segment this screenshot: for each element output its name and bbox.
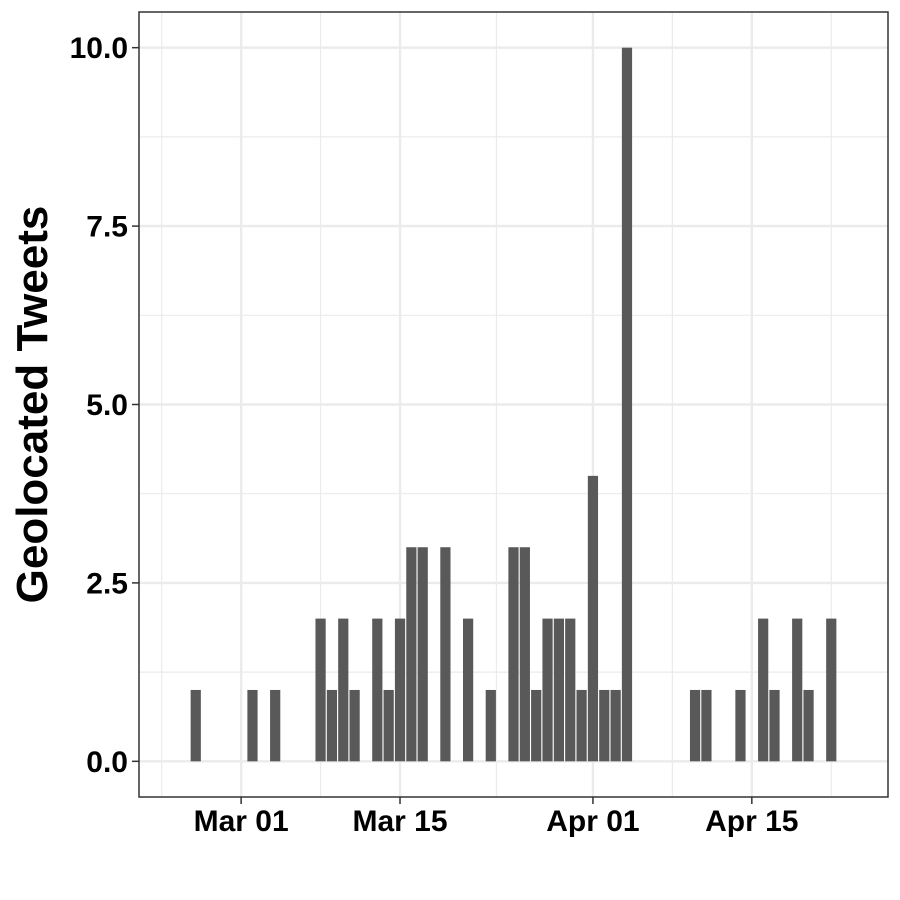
y-axis: 0.0 2.5 5.0 7.5 10.0 [70, 32, 139, 779]
y-axis-title: Geolocated Tweets [8, 206, 57, 604]
bar [315, 618, 326, 762]
bar [440, 547, 451, 762]
bar [610, 689, 621, 762]
bar [462, 618, 474, 762]
bar [758, 618, 769, 762]
x-tick-label: Mar 15 [352, 805, 447, 838]
bar [826, 618, 837, 762]
y-tick-label: 5.0 [86, 389, 128, 422]
bar [689, 689, 701, 762]
bar [485, 689, 496, 762]
bar [599, 689, 610, 762]
bar [247, 689, 258, 762]
y-tick-label: 7.5 [86, 211, 128, 244]
bar [383, 689, 394, 762]
x-tick-label: Apr 15 [705, 805, 798, 838]
bar [519, 547, 530, 762]
bar [701, 689, 712, 762]
bar [394, 618, 406, 762]
bar [508, 547, 519, 762]
x-axis: Mar 01 Mar 15 Apr 01 Apr 15 [194, 797, 799, 838]
bar [542, 618, 553, 762]
x-tick-label: Apr 01 [546, 805, 639, 838]
bar [417, 547, 428, 762]
y-tick-label: 0.0 [86, 746, 128, 779]
bar [565, 618, 576, 762]
bar [587, 475, 599, 762]
bars [190, 47, 837, 762]
bar [735, 689, 746, 762]
bar [792, 618, 803, 762]
bar [372, 618, 383, 762]
bar [338, 618, 349, 762]
bar [803, 689, 814, 762]
bar [769, 689, 780, 762]
bar [270, 689, 281, 762]
bar [190, 689, 201, 762]
bar [576, 689, 587, 762]
bar [326, 689, 338, 762]
bar [531, 689, 542, 762]
bar [349, 689, 360, 762]
bar [553, 618, 565, 762]
x-tick-label: Mar 01 [194, 805, 289, 838]
bar [621, 47, 633, 762]
y-tick-label: 2.5 [86, 567, 128, 600]
bar [406, 547, 417, 762]
y-tick-label: 10.0 [70, 32, 128, 65]
